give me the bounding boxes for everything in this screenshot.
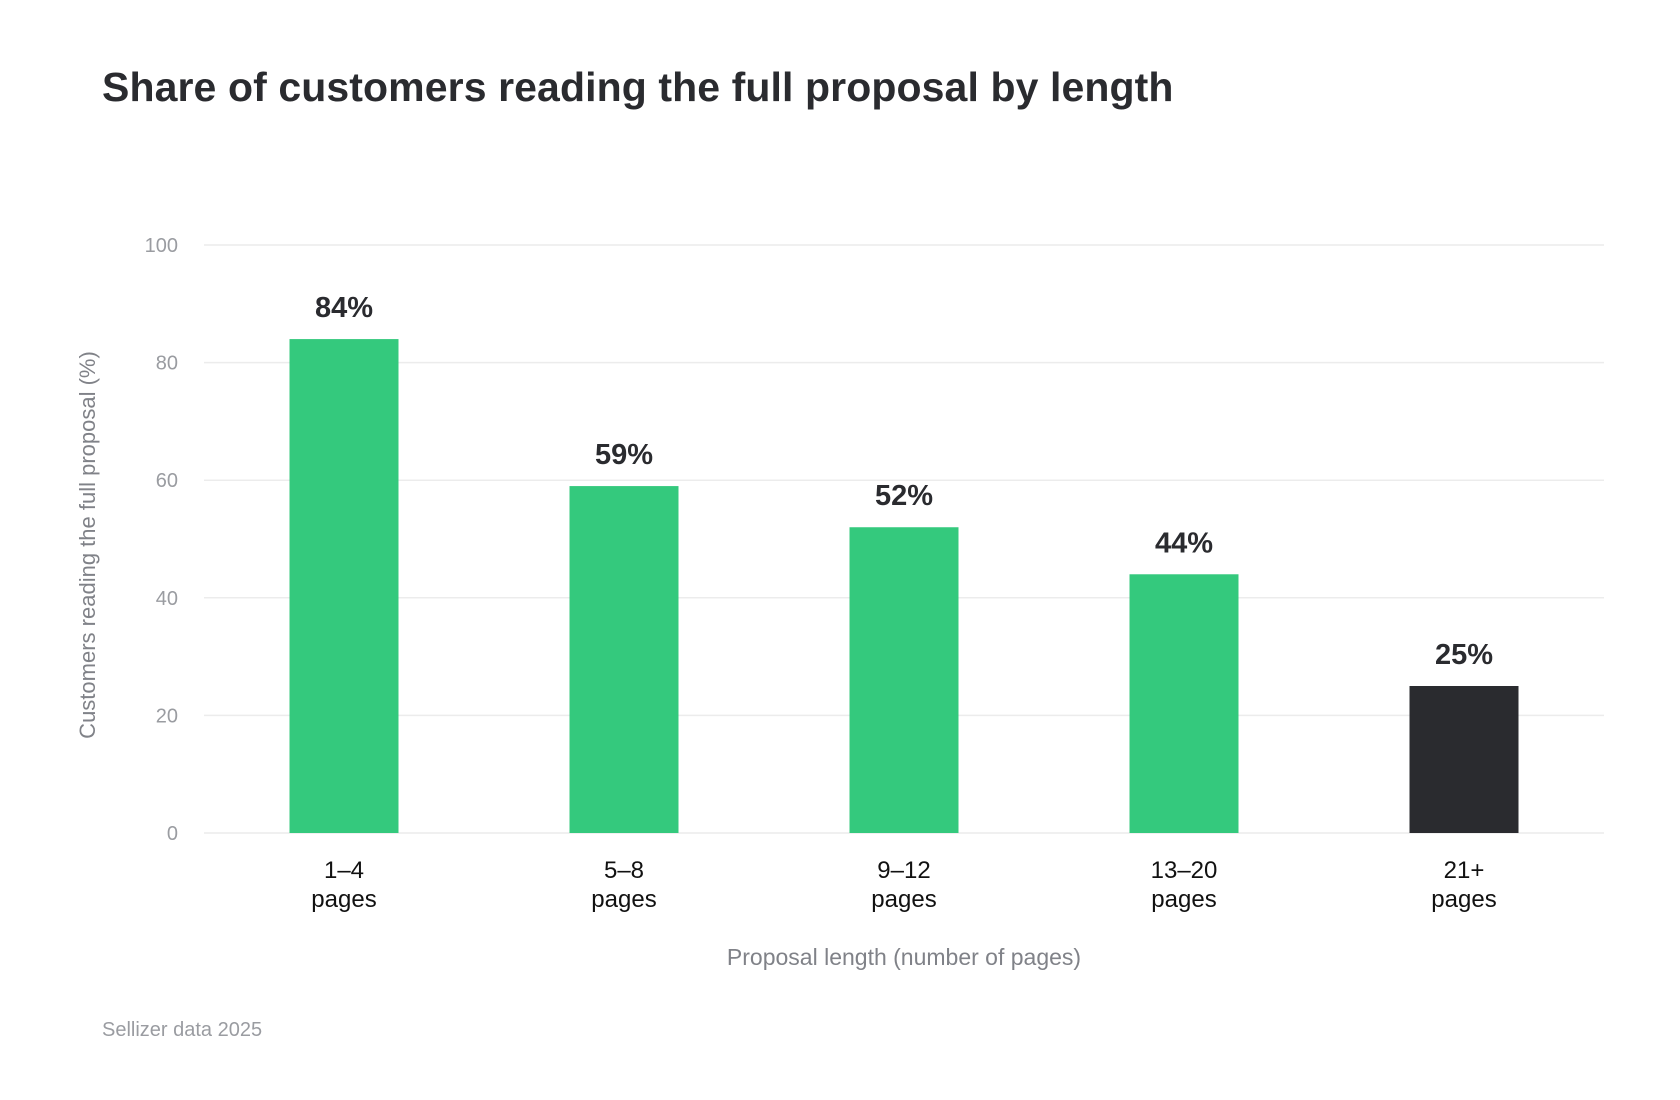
x-tick-line: pages [311, 886, 376, 913]
x-tick-line: pages [871, 886, 936, 913]
x-tick-label: 1–4 pages [311, 857, 376, 913]
y-tick-label: 80 [156, 353, 178, 375]
bar-5 [1409, 686, 1519, 833]
x-tick-line: 21+ [1444, 857, 1485, 884]
x-tick-label: 9–12 pages [871, 857, 936, 913]
value-labels: 84% 59% 52% 44% 25% [315, 292, 1493, 671]
bars [289, 339, 1519, 833]
bar-2 [569, 486, 679, 833]
chart-title: Share of customers reading the full prop… [102, 64, 1174, 110]
y-tick-label: 60 [156, 470, 178, 492]
source-note: Sellizer data 2025 [102, 1019, 263, 1041]
x-tick-line: 13–20 [1151, 857, 1218, 884]
y-axis-label: Customers reading the full proposal (%) [75, 351, 100, 739]
y-tick-label: 20 [156, 705, 178, 727]
x-tick-line: 9–12 [877, 857, 930, 884]
bar-3 [849, 527, 959, 833]
x-tick-line: pages [1431, 886, 1496, 913]
y-tick-label: 0 [167, 823, 178, 845]
value-label: 84% [315, 292, 373, 324]
x-tick-label: 13–20 pages [1151, 857, 1218, 913]
y-tick-labels: 0 20 40 60 80 100 [145, 235, 178, 845]
x-axis-label: Proposal length (number of pages) [727, 944, 1081, 970]
x-tick-label: 21+ pages [1431, 857, 1496, 913]
value-label: 52% [875, 480, 933, 512]
value-label: 44% [1155, 527, 1213, 559]
bar-4 [1129, 574, 1239, 833]
x-tick-line: 5–8 [604, 857, 644, 884]
y-tick-label: 100 [145, 235, 178, 257]
x-tick-line: pages [1151, 886, 1216, 913]
x-tick-label: 5–8 pages [591, 857, 656, 913]
y-tick-label: 40 [156, 588, 178, 610]
x-tick-line: pages [591, 886, 656, 913]
bar-1 [289, 339, 399, 833]
value-label: 59% [595, 439, 653, 471]
value-label: 25% [1435, 639, 1493, 671]
x-tick-line: 1–4 [324, 857, 364, 884]
